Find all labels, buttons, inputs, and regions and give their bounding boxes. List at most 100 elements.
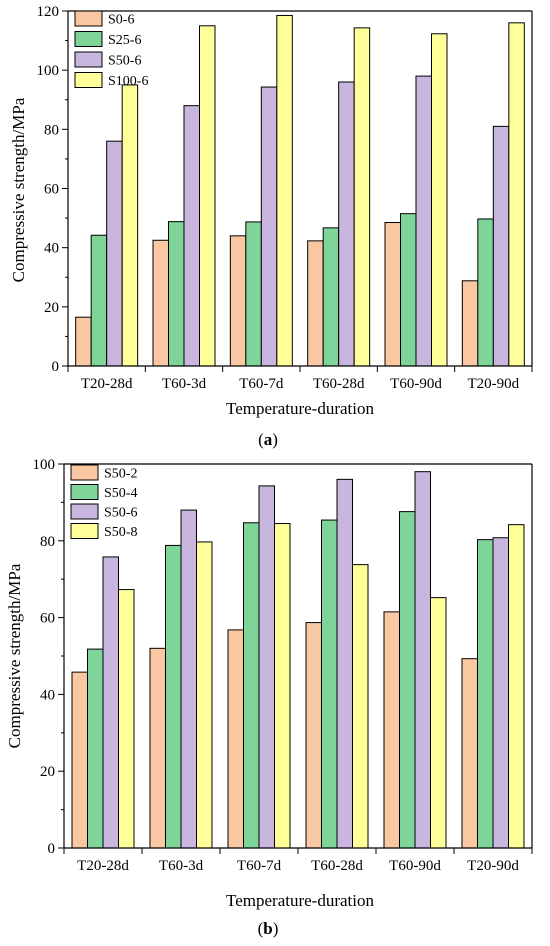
- bar-s100-6-t60-90d: [431, 33, 448, 367]
- bar-s50-8-t60-90d: [430, 597, 447, 849]
- bar-s50-4-t60-7d: [243, 522, 260, 849]
- panel-caption-a: (a): [258, 430, 278, 449]
- y-axis-title: Compressive strength/MPa: [5, 563, 24, 748]
- bar-s50-2-t60-7d: [227, 629, 244, 849]
- bar-s50-2-t20-28d: [71, 671, 88, 849]
- legend: S0-6 S25-6 S50-6 S100-6: [74, 10, 148, 89]
- y-axis-title: Compressive strength/MPa: [9, 97, 28, 282]
- bar-s0-6-t20-90d: [461, 280, 479, 367]
- bar-s0-6-t60-90d: [384, 222, 401, 367]
- bar-s25-6-t60-90d: [400, 213, 417, 367]
- x-tick-label: T60-3d: [159, 858, 204, 874]
- caption-letter-b: b: [263, 919, 272, 938]
- bar-s50-8-t60-3d: [196, 541, 213, 849]
- legend-swatch: [74, 72, 103, 88]
- bar-s50-6-t60-90d: [415, 75, 432, 367]
- legend-swatch: [74, 10, 103, 27]
- x-tick-label: T60-7d: [239, 376, 284, 392]
- bar-s50-6-t60-7d: [260, 86, 278, 367]
- legend: S50-2 S50-4 S50-6 S50-8: [70, 464, 137, 540]
- bar-s50-4-t60-90d: [399, 511, 416, 849]
- bar-s50-6-t60-3d: [180, 509, 197, 849]
- bar-s50-2-t60-3d: [149, 647, 166, 849]
- x-tick-label: T60-28d: [313, 376, 365, 392]
- bar-s50-6-t20-90d: [492, 537, 509, 849]
- x-tick-label: T60-7d: [237, 858, 282, 874]
- bar-s50-4-t20-28d: [87, 648, 104, 849]
- bar-s0-6-t60-7d: [229, 235, 247, 367]
- bar-s50-2-t20-90d: [461, 658, 478, 849]
- bars-group: [75, 14, 525, 367]
- bar-s0-6-t60-3d: [152, 239, 169, 367]
- bar-s50-8-t60-7d: [274, 523, 291, 849]
- bar-s25-6-t20-28d: [90, 234, 108, 367]
- y-tick-label: 0: [52, 359, 60, 375]
- bar-s100-6-t20-90d: [508, 22, 525, 367]
- bar-s50-6-t20-28d: [102, 556, 119, 849]
- y-tick-label: 40: [40, 687, 55, 703]
- y-tick-label: 100: [33, 457, 56, 473]
- legend-label: S100-6: [108, 74, 148, 89]
- chart-panel-b: 0 20 40 60 80 100 T20-28d T60-3d T60-7d T60-28d T6…: [5, 457, 533, 938]
- axes-group: 0 20 40 60 80 100 T20-28d T60-3d T60-7d T60-28d T6…: [33, 457, 533, 874]
- bars-group: [71, 471, 525, 849]
- bar-s25-6-t60-28d: [322, 227, 340, 367]
- y-tick-label: 0: [48, 841, 56, 857]
- x-tick-label: T60-3d: [162, 376, 207, 392]
- legend-swatch: [70, 523, 99, 539]
- x-tick-label: T20-28d: [81, 376, 133, 392]
- x-tick-label: T20-90d: [467, 858, 519, 874]
- bar-s50-4-t20-90d: [477, 539, 494, 849]
- bar-s25-6-t60-3d: [168, 221, 185, 367]
- legend-label: S25-6: [108, 33, 141, 48]
- legend-label: S50-8: [104, 525, 137, 540]
- panel-caption-b: (b): [258, 919, 279, 938]
- bar-s50-6-t60-3d: [183, 105, 200, 367]
- y-tick-label: 80: [44, 122, 59, 138]
- x-axis-title: Temperature-duration: [226, 891, 374, 910]
- bar-s50-8-t60-28d: [352, 564, 369, 849]
- bar-s25-6-t20-90d: [477, 218, 494, 367]
- axes-group: 0 20 40 60 80 100 120 T20-28d T60-3d T60-7d T60-28…: [37, 4, 533, 392]
- x-tick-label: T60-28d: [311, 858, 363, 874]
- caption-letter-a: a: [264, 430, 273, 449]
- legend-swatch: [74, 31, 103, 47]
- legend-label: S50-4: [104, 486, 137, 501]
- bar-s0-6-t60-28d: [307, 240, 324, 367]
- bar-s50-4-t60-3d: [165, 544, 182, 849]
- bar-s100-6-t20-28d: [121, 84, 139, 367]
- legend-label: S50-6: [108, 54, 141, 69]
- bar-s50-6-t20-90d: [492, 125, 510, 367]
- bar-s50-6-t20-28d: [106, 140, 123, 367]
- bar-s25-6-t60-7d: [245, 221, 262, 367]
- y-tick-label: 120: [37, 4, 60, 20]
- bar-s50-2-t60-90d: [383, 611, 400, 849]
- legend-swatch: [70, 464, 99, 481]
- legend-swatch: [74, 51, 103, 68]
- x-tick-label: T20-90d: [467, 376, 519, 392]
- bar-s50-2-t60-28d: [305, 622, 322, 849]
- legend-label: S0-6: [108, 13, 134, 28]
- legend-swatch: [70, 503, 99, 520]
- bar-s50-6-t60-7d: [258, 485, 275, 849]
- x-tick-label: T60-90d: [390, 376, 442, 392]
- bar-s50-4-t60-28d: [321, 519, 338, 849]
- legend-label: S50-2: [104, 467, 137, 482]
- bar-s50-6-t60-28d: [338, 81, 355, 367]
- legend-swatch: [70, 484, 99, 500]
- y-tick-label: 20: [40, 764, 55, 780]
- bar-s100-6-t60-7d: [276, 14, 293, 367]
- y-tick-label: 40: [44, 241, 59, 257]
- bar-s50-8-t20-90d: [508, 524, 525, 849]
- y-tick-label: 60: [44, 182, 59, 198]
- x-tick-label: T20-28d: [77, 858, 129, 874]
- bar-s50-6-t60-90d: [414, 471, 431, 849]
- chart-panel-a: 0 20 40 60 80 100 120 T20-28d T60-3d T60-7d T60-28…: [9, 4, 533, 449]
- legend-label: S50-6: [104, 506, 137, 521]
- bar-s100-6-t60-3d: [199, 25, 216, 367]
- y-tick-label: 60: [40, 611, 55, 627]
- bar-s50-6-t60-28d: [336, 478, 353, 849]
- y-tick-label: 100: [37, 63, 60, 79]
- bar-s50-8-t20-28d: [118, 589, 135, 849]
